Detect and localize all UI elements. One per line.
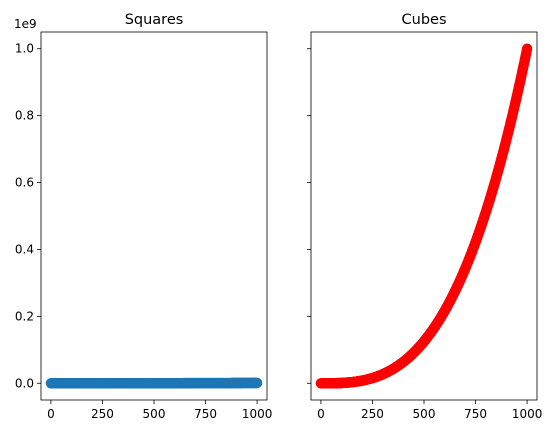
cubes-panel: Cubes 0 250 500 750 1000	[307, 12, 542, 421]
squares-point	[251, 377, 263, 389]
cubes-x-tick-label: 1000	[512, 407, 543, 421]
cubes-title: Cubes	[402, 12, 447, 28]
squares-y-tick-label: 0.2	[15, 309, 34, 323]
squares-y-tick-label: 0.6	[15, 176, 34, 190]
squares-y-tick-label: 1.0	[15, 42, 34, 56]
cubes-y-ticks	[307, 48, 311, 384]
squares-title: Squares	[125, 12, 184, 28]
squares-y-ticks: 0.0 0.2 0.4 0.6 0.8 1.0	[15, 42, 41, 390]
squares-x-tick-label: 1000	[242, 407, 273, 421]
cubes-x-tick-label: 500	[413, 407, 436, 421]
cubes-x-tick-label: 0	[317, 407, 325, 421]
cubes-x-tick-label: 750	[464, 407, 487, 421]
cubes-x-tick-label: 250	[361, 407, 384, 421]
squares-points	[45, 377, 263, 389]
squares-panel: Squares 1e9 0.0 0.2 0.4 0.6 0.8 1.0 0 250 500 75…	[14, 12, 272, 421]
squares-y-tick-label: 0.4	[15, 242, 34, 256]
squares-x-tick-label: 500	[143, 407, 166, 421]
squares-x-ticks: 0 250 500 750 1000	[47, 400, 272, 421]
squares-axes-frame	[40, 31, 268, 401]
squares-x-tick-label: 0	[47, 407, 55, 421]
squares-offset-label: 1e9	[14, 17, 37, 31]
cubes-x-ticks: 0 250 500 750 1000	[317, 400, 542, 421]
cubes-point	[521, 43, 533, 54]
squares-y-tick-label: 0.8	[15, 109, 34, 123]
squares-x-tick-label: 250	[91, 407, 114, 421]
cubes-points	[315, 43, 533, 389]
cubes-axes-frame	[310, 31, 538, 401]
squares-y-tick-label: 0.0	[15, 376, 34, 390]
squares-x-tick-label: 750	[194, 407, 217, 421]
